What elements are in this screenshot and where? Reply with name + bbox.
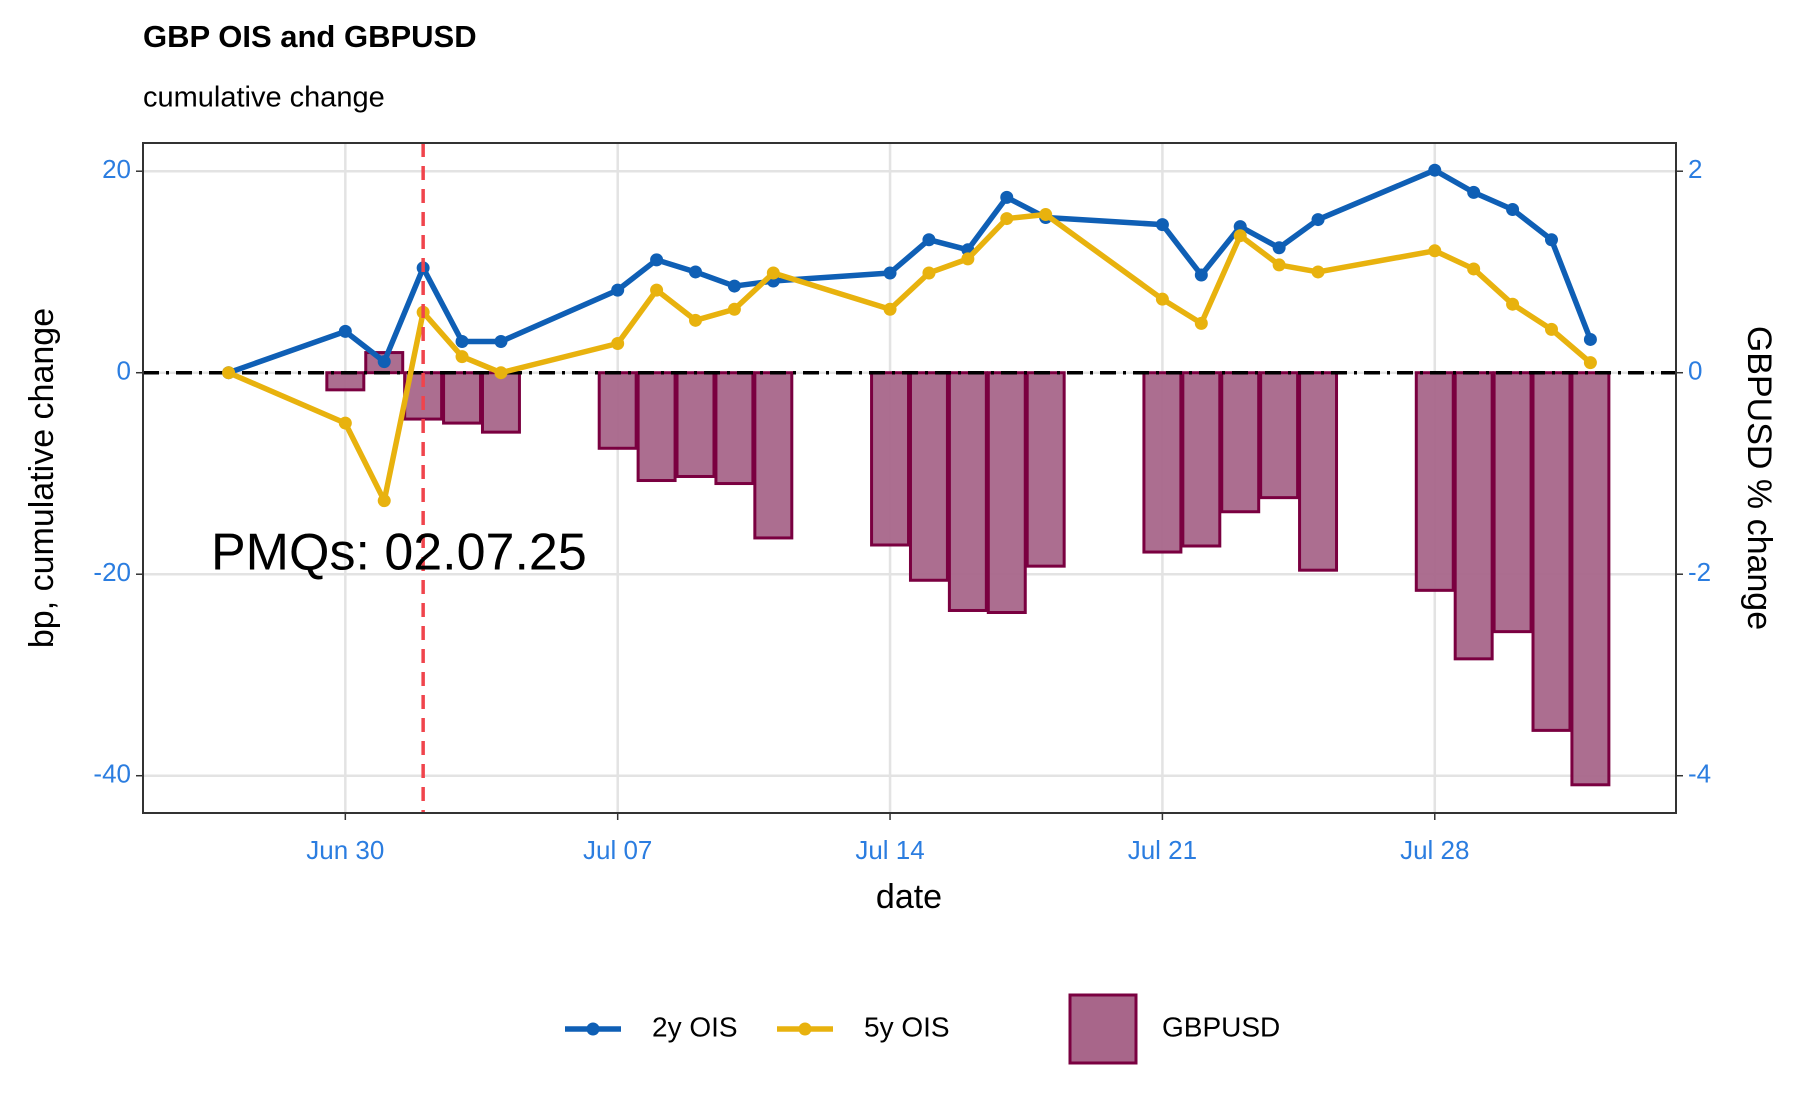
point (766, 266, 780, 280)
y2-tick-label: 2 (1688, 154, 1702, 184)
point (727, 279, 741, 293)
point (1428, 163, 1442, 177)
bar (908, 371, 949, 582)
point (222, 366, 236, 380)
point (1272, 258, 1286, 272)
point (1194, 316, 1208, 330)
point (922, 233, 936, 247)
point (1583, 332, 1597, 346)
x-tick-label: Jul 07 (583, 835, 652, 865)
y2-axis-title: GBPUSD % change (1740, 326, 1778, 630)
x-tick-label: Jul 28 (1400, 835, 1469, 865)
point (377, 355, 391, 369)
point (1194, 268, 1208, 282)
point (1233, 220, 1247, 234)
point (1544, 322, 1558, 336)
point (883, 266, 897, 280)
point (455, 350, 469, 364)
bar (947, 371, 988, 612)
legend-point (798, 1022, 812, 1036)
legend-label: 5y OIS (864, 1011, 950, 1042)
point (1583, 356, 1597, 370)
bar (753, 371, 794, 540)
bar (1492, 371, 1533, 634)
bar (1025, 371, 1066, 568)
x-axis-title: date (876, 878, 942, 916)
y2-tick-label: 0 (1688, 356, 1702, 386)
x-tick-label: Jul 14 (855, 835, 924, 865)
point (1506, 202, 1520, 216)
bar (870, 371, 911, 547)
bar (1259, 371, 1300, 500)
point (1311, 265, 1325, 279)
point (494, 334, 508, 348)
annotation: PMQs: 02.07.25 (211, 524, 587, 582)
point (1000, 190, 1014, 204)
legend-label: GBPUSD (1162, 1011, 1280, 1042)
y-axis-title: bp, cumulative change (23, 308, 61, 648)
chart-subtitle: cumulative change (143, 82, 385, 114)
point (727, 302, 741, 316)
point (338, 416, 352, 430)
point (922, 266, 936, 280)
bar (442, 371, 483, 425)
bar (636, 371, 677, 483)
point (1467, 185, 1481, 199)
bar (1414, 371, 1455, 592)
x-tick-label: Jul 21 (1128, 835, 1197, 865)
y-tick-label: 0 (117, 356, 131, 386)
y-tick-label: 20 (102, 154, 131, 184)
y2-tick-label: -4 (1688, 759, 1711, 789)
point (494, 366, 508, 380)
point (650, 283, 664, 297)
point (1311, 213, 1325, 227)
point (883, 302, 897, 316)
chart-title: GBP OIS and GBPUSD (143, 19, 477, 54)
point (611, 336, 625, 350)
point (1506, 297, 1520, 311)
point (1000, 212, 1014, 226)
point (1428, 244, 1442, 258)
bar (597, 371, 638, 450)
bar (1531, 371, 1572, 732)
point (1233, 229, 1247, 243)
point (377, 494, 391, 508)
bar (1142, 371, 1183, 554)
point (1039, 208, 1053, 222)
bar (1570, 371, 1611, 787)
bar (1181, 371, 1222, 548)
point (961, 252, 975, 266)
point (338, 324, 352, 338)
point (1544, 233, 1558, 247)
point (1155, 292, 1169, 306)
bar (714, 371, 755, 486)
point (1155, 218, 1169, 232)
bar (480, 371, 521, 434)
bar (986, 371, 1027, 615)
y2-tick-label: -2 (1688, 557, 1711, 587)
bar (1298, 371, 1339, 572)
legend-swatch (1068, 993, 1138, 1065)
y-tick-label: -20 (93, 557, 131, 587)
point (650, 253, 664, 267)
y-tick-label: -40 (93, 759, 131, 789)
point (611, 283, 625, 297)
x-tick-label: Jun 30 (306, 835, 384, 865)
legend-label: 2y OIS (652, 1011, 738, 1042)
point (455, 334, 469, 348)
plot-border (142, 142, 1677, 814)
point (1272, 241, 1286, 255)
bar (1220, 371, 1261, 514)
point (689, 265, 703, 279)
bar (325, 371, 366, 392)
line (227, 211, 1593, 504)
bar (1453, 371, 1494, 661)
bar (675, 371, 716, 478)
legend-point (586, 1022, 600, 1036)
point (689, 313, 703, 327)
point (1467, 262, 1481, 276)
